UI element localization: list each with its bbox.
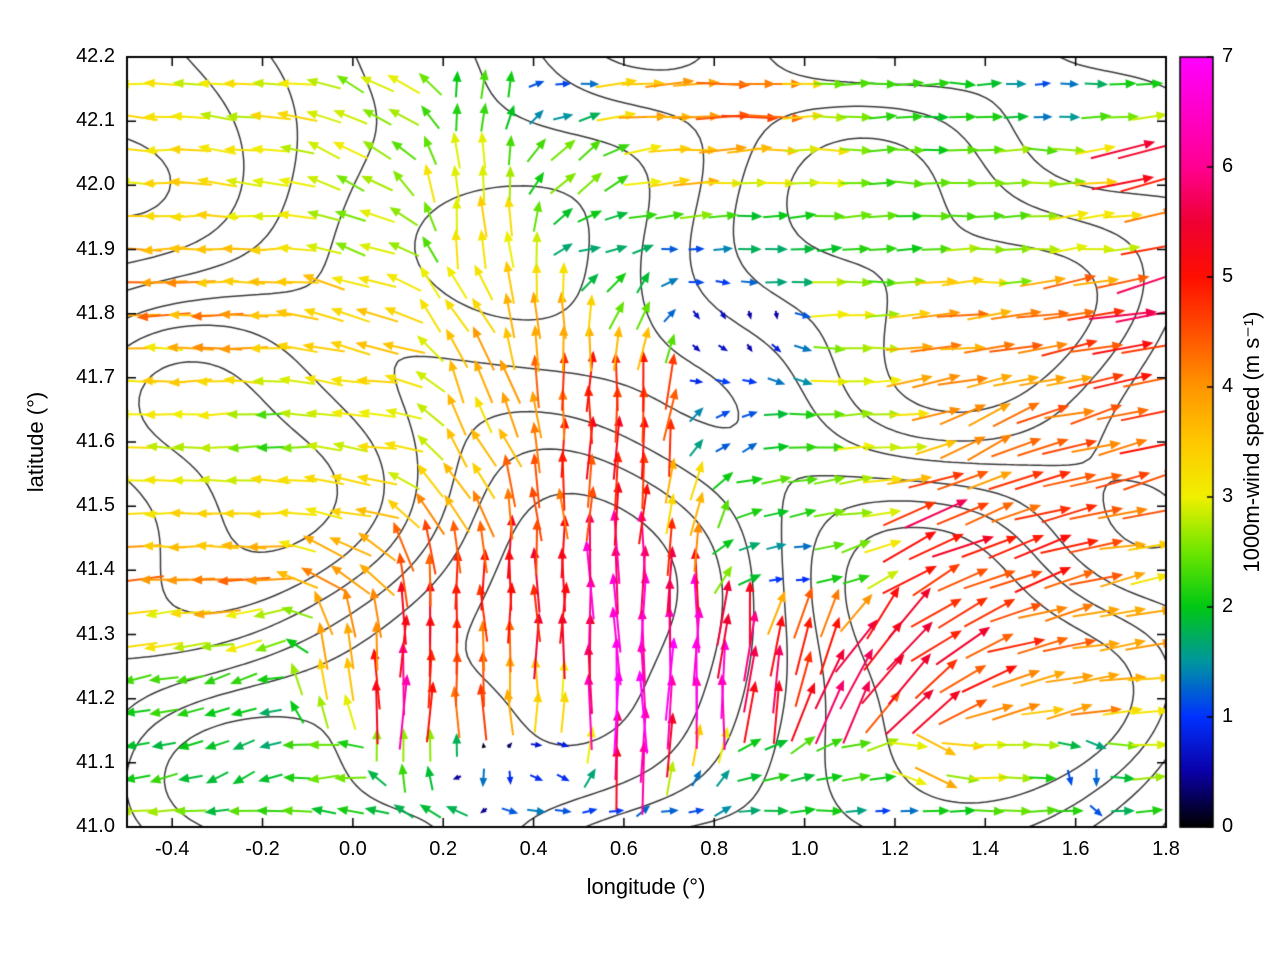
y-tick-label: 41.9 [76,237,115,260]
colorbar-tick-label: 1 [1222,705,1234,727]
y-tick-label: 41.0 [76,815,115,837]
x-tick-label: 1.6 [1061,838,1090,860]
x-tick-label: 0.8 [700,838,729,860]
y-tick-label: 41.3 [76,622,115,645]
x-tick-label: 0.6 [610,838,638,860]
colorbar-tick-label: 7 [1222,45,1234,67]
y-tick-label: 41.6 [76,430,115,452]
colorbar-tick-label: 5 [1222,265,1234,287]
y-tick-label: 42.1 [76,109,115,132]
x-tick-label: 0.0 [338,838,367,860]
y-tick-label: 41.1 [76,750,115,773]
y-tick-label: 41.5 [76,494,115,517]
y-tick-label: 42.2 [76,45,115,67]
x-tick-label: 1.0 [790,838,819,860]
y-tick-label: 41.2 [76,686,115,709]
y-tick-label: 41.8 [76,301,115,324]
x-tick-label: 0.4 [519,838,548,860]
y-tick-label: 41.4 [76,558,115,581]
x-tick-label: -0.4 [154,838,190,860]
colorbar-tick-label: 3 [1222,485,1234,507]
colorbar-tick-label: 4 [1222,375,1234,397]
y-tick-label: 42.0 [76,173,115,196]
x-axis-label: longitude (°) [586,874,706,899]
x-tick-label: 1.4 [971,838,1000,860]
colorbar-tick-label: 6 [1222,155,1234,177]
x-tick-label: 1.2 [881,838,909,860]
x-tick-label: 0.2 [429,838,458,860]
colorbar-tick-label: 2 [1222,595,1234,617]
y-tick-label: 41.7 [76,365,115,388]
x-tick-label: -0.2 [245,838,280,860]
colorbar-label: 1000m-wind speed (m s⁻¹) [1239,311,1264,573]
colorbar-tick-label: 0 [1222,815,1234,837]
x-tick-label: 1.8 [1152,838,1180,860]
